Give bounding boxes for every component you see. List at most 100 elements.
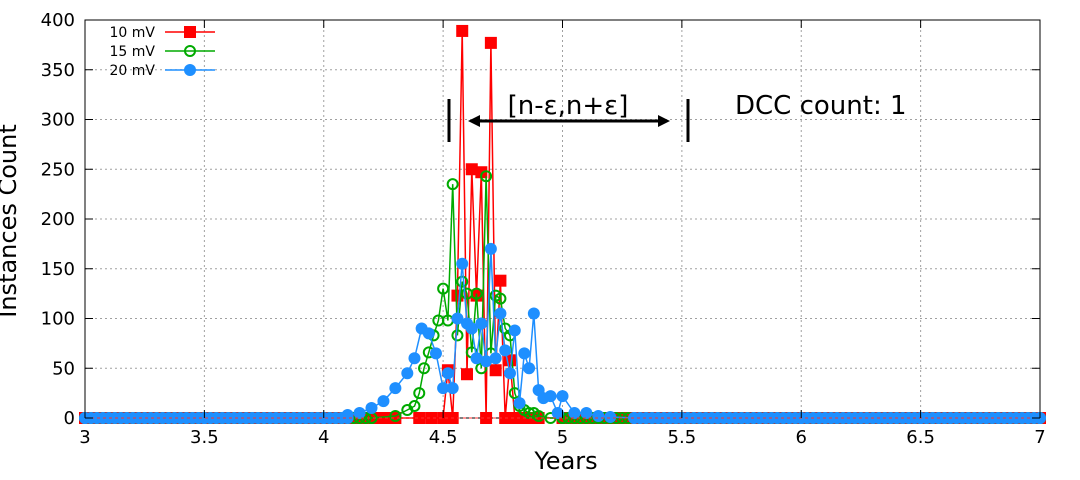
series-point bbox=[456, 257, 469, 270]
series-point bbox=[437, 282, 450, 295]
y-tick-label: 200 bbox=[41, 209, 75, 230]
series-point bbox=[422, 327, 435, 340]
series-point bbox=[503, 354, 516, 367]
legend-swatch-marker bbox=[184, 26, 196, 38]
series-point bbox=[365, 402, 378, 415]
series-point bbox=[425, 412, 438, 424]
dcc-count-label: DCC count: 1 bbox=[735, 91, 907, 121]
legend-label: 15 mV bbox=[110, 44, 156, 60]
legend-item: 15 mV bbox=[110, 44, 215, 60]
x-axis-ticks: 3 3.5 4 4.5 5 5.5 6 6.5 7 bbox=[79, 20, 1046, 448]
y-tick-label: 50 bbox=[52, 358, 75, 379]
series-point bbox=[489, 364, 502, 377]
y-tick-label: 0 bbox=[64, 408, 75, 429]
legend-item: 20 mV bbox=[110, 63, 215, 79]
y-tick-label: 400 bbox=[41, 10, 75, 31]
series-point bbox=[389, 410, 402, 423]
series-point bbox=[461, 368, 473, 381]
x-tick-label: 6.5 bbox=[906, 427, 935, 448]
series-layer bbox=[79, 24, 1046, 424]
series-point bbox=[437, 382, 450, 395]
series-point bbox=[480, 355, 493, 368]
interval-arrow-right-head bbox=[658, 115, 670, 127]
series-point bbox=[513, 397, 526, 410]
y-tick-label: 300 bbox=[41, 110, 75, 131]
series-point bbox=[401, 367, 414, 380]
y-axis-ticks: 0 50 100 150 200 250 300 350 400 bbox=[41, 10, 1040, 429]
series-point bbox=[408, 352, 421, 365]
series-point bbox=[494, 292, 507, 305]
y-tick-label: 150 bbox=[41, 259, 75, 280]
series-point bbox=[413, 387, 426, 400]
interval-label: [n-ε,n+ε] bbox=[508, 91, 629, 121]
x-axis-label: Years bbox=[533, 447, 597, 475]
series-line bbox=[85, 30, 1040, 419]
series-point bbox=[470, 287, 483, 300]
series-point bbox=[527, 307, 540, 320]
grid bbox=[85, 20, 1040, 418]
series-point bbox=[446, 382, 459, 395]
series-0 bbox=[79, 24, 1046, 424]
legend-label: 10 mV bbox=[110, 25, 156, 41]
interval-arrow-left-head bbox=[468, 115, 480, 127]
x-tick-label: 5.5 bbox=[668, 427, 697, 448]
series-point bbox=[480, 412, 493, 424]
series-point bbox=[508, 324, 521, 337]
series-point bbox=[532, 410, 545, 423]
y-tick-label: 250 bbox=[41, 159, 75, 180]
series-point bbox=[480, 170, 493, 183]
series-point bbox=[465, 322, 478, 335]
series-point bbox=[465, 163, 478, 176]
legend-swatch-marker bbox=[184, 64, 196, 76]
series-point bbox=[451, 312, 464, 325]
legend-label: 20 mV bbox=[110, 63, 156, 79]
series-point bbox=[556, 390, 569, 403]
series-point bbox=[408, 400, 421, 413]
series-point bbox=[451, 329, 464, 342]
series-point bbox=[551, 407, 564, 420]
y-axis-label: Instances Count bbox=[0, 124, 22, 318]
x-tick-label: 5 bbox=[557, 427, 568, 448]
series-point bbox=[494, 274, 507, 287]
series-point bbox=[475, 317, 488, 330]
series-point bbox=[441, 367, 454, 380]
series-point bbox=[489, 352, 502, 365]
x-tick-label: 6 bbox=[796, 427, 807, 448]
series-point bbox=[568, 407, 581, 420]
x-tick-label: 3.5 bbox=[190, 427, 219, 448]
x-tick-label: 7 bbox=[1034, 427, 1045, 448]
series-point bbox=[389, 382, 402, 395]
series-point bbox=[475, 166, 488, 179]
series-point bbox=[592, 410, 605, 423]
y-tick-label: 350 bbox=[41, 60, 75, 81]
series-point bbox=[377, 395, 390, 408]
series-point bbox=[484, 36, 497, 49]
interval-annotation: [n-ε,n+ε] DCC count: 1 bbox=[447, 91, 907, 142]
legend-item: 10 mV bbox=[110, 25, 215, 41]
series-point bbox=[353, 407, 366, 420]
series-point bbox=[418, 362, 431, 375]
series-point bbox=[413, 412, 426, 424]
x-tick-label: 4 bbox=[318, 427, 329, 448]
series-point bbox=[484, 242, 497, 255]
x-tick-label: 3 bbox=[79, 427, 90, 448]
series-point bbox=[523, 362, 536, 375]
series-point bbox=[494, 307, 507, 320]
legend: 10 mV 15 mV 20 mV bbox=[110, 25, 215, 79]
y-tick-label: 100 bbox=[41, 309, 75, 330]
series-point bbox=[429, 347, 442, 360]
series-point bbox=[580, 407, 593, 420]
series-point bbox=[456, 24, 469, 37]
series-point bbox=[628, 412, 641, 424]
series-point bbox=[499, 344, 512, 357]
series-point bbox=[456, 275, 469, 288]
series-point bbox=[604, 411, 617, 424]
series-point bbox=[544, 390, 557, 403]
series-point bbox=[470, 352, 483, 365]
series-point bbox=[503, 367, 516, 380]
series-point bbox=[341, 409, 354, 422]
series-point bbox=[446, 178, 459, 191]
x-tick-label: 4.5 bbox=[429, 427, 458, 448]
legend-swatch-marker bbox=[184, 45, 196, 57]
